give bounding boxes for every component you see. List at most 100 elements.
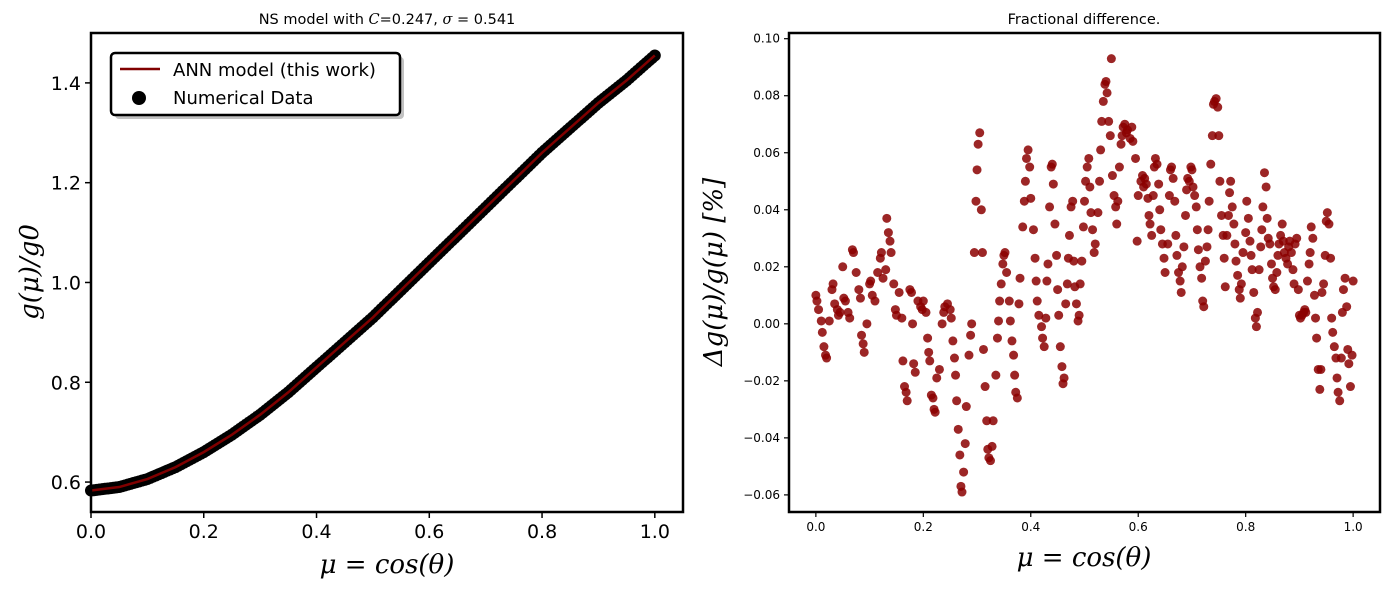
- data-point: [1038, 333, 1048, 343]
- data-point: [966, 330, 976, 340]
- data-point: [1037, 322, 1047, 332]
- data-point: [862, 319, 872, 329]
- data-point: [967, 319, 977, 329]
- data-point: [1312, 333, 1322, 343]
- right-chart: Fractional difference. 0.0 0.2 0.4 0.6 0.8 1.…: [699, 12, 1382, 573]
- data-point: [937, 319, 947, 329]
- data-point: [1254, 265, 1264, 275]
- data-point: [1191, 202, 1201, 212]
- data-point: [1293, 285, 1303, 295]
- data-point: [885, 236, 895, 246]
- data-point: [924, 347, 934, 357]
- right-chart-ticks: 0.0 0.2 0.4 0.6 0.8 1.0 −0.06 −0.04 −0.02 0.00 0.0…: [743, 32, 1362, 534]
- data-point: [1315, 384, 1325, 394]
- data-point: [1243, 213, 1253, 223]
- data-point: [1098, 96, 1108, 106]
- data-point: [1247, 265, 1257, 275]
- data-point: [1025, 162, 1035, 172]
- data-point: [995, 296, 1005, 306]
- data-point: [1332, 373, 1342, 383]
- data-point: [957, 487, 967, 497]
- x-tick-label: 0.4: [1021, 520, 1040, 534]
- data-point: [1160, 268, 1170, 277]
- data-point: [1258, 202, 1268, 212]
- data-point: [1107, 171, 1117, 181]
- data-point: [1322, 208, 1332, 218]
- data-point: [1235, 293, 1245, 303]
- data-point: [1167, 162, 1177, 172]
- y-tick-label: 1.4: [51, 73, 81, 95]
- data-point: [1219, 253, 1229, 263]
- data-point: [1047, 159, 1057, 169]
- data-point: [988, 416, 998, 426]
- data-point: [1077, 256, 1087, 266]
- legend-dot-swatch: [132, 91, 146, 105]
- right-chart-title: Fractional difference.: [1008, 12, 1161, 28]
- data-point: [1171, 230, 1181, 240]
- data-point: [1195, 262, 1205, 272]
- data-point: [1306, 222, 1316, 232]
- data-point: [1236, 279, 1246, 289]
- data-point: [1233, 270, 1243, 280]
- right-chart-marks: [811, 54, 1358, 497]
- data-point: [873, 268, 883, 277]
- data-point: [1043, 259, 1053, 269]
- data-point: [1338, 285, 1348, 295]
- y-tick-label: −0.04: [743, 431, 780, 445]
- data-point: [1009, 350, 1019, 360]
- data-point: [1170, 196, 1180, 206]
- data-point: [883, 228, 893, 238]
- data-point: [1246, 250, 1256, 260]
- data-point: [1156, 225, 1166, 235]
- data-point: [1020, 176, 1030, 186]
- data-point: [1045, 202, 1055, 212]
- y-tick-label: 0.8: [51, 372, 81, 394]
- data-point: [1034, 310, 1044, 320]
- data-point: [814, 305, 824, 315]
- data-point: [977, 248, 987, 258]
- data-point: [902, 396, 912, 406]
- data-point: [964, 350, 974, 360]
- data-point: [925, 356, 935, 366]
- data-point: [1075, 279, 1085, 289]
- data-point: [1259, 168, 1269, 178]
- data-point: [1176, 287, 1186, 297]
- y-tick-label: 0.04: [753, 203, 780, 217]
- data-point: [1015, 273, 1025, 283]
- data-point: [1200, 256, 1210, 266]
- data-point: [812, 296, 822, 306]
- data-point: [1154, 179, 1164, 189]
- data-point: [1181, 210, 1191, 220]
- data-point: [1163, 239, 1173, 249]
- data-point: [1082, 162, 1092, 172]
- data-point: [1031, 276, 1041, 286]
- data-point: [1229, 219, 1239, 229]
- x-tick-label: 0.2: [914, 520, 933, 534]
- data-point: [946, 313, 956, 323]
- right-chart-xlabel: μ = cos(θ): [1017, 543, 1152, 573]
- data-point: [952, 396, 962, 406]
- data-point: [838, 262, 848, 272]
- right-chart-frame: [787, 31, 1382, 514]
- data-point: [1328, 327, 1338, 337]
- data-point: [1078, 222, 1088, 232]
- data-point: [1277, 219, 1287, 229]
- data-point: [1245, 236, 1255, 246]
- data-point: [1304, 259, 1314, 269]
- data-point: [819, 342, 829, 352]
- data-point: [987, 441, 997, 451]
- data-point: [855, 293, 865, 303]
- left-chart-legend: ANN model (this work) Numerical Data: [109, 51, 404, 119]
- data-point: [1116, 139, 1126, 149]
- data-point: [1074, 310, 1084, 320]
- data-point: [866, 276, 876, 286]
- data-point: [992, 333, 1002, 343]
- data-point: [1026, 193, 1036, 203]
- data-point: [897, 313, 907, 323]
- data-point: [1333, 387, 1343, 397]
- data-point: [985, 456, 995, 466]
- data-point: [1211, 94, 1221, 104]
- data-point: [1064, 230, 1074, 240]
- data-point: [932, 373, 942, 383]
- data-point: [1215, 176, 1225, 186]
